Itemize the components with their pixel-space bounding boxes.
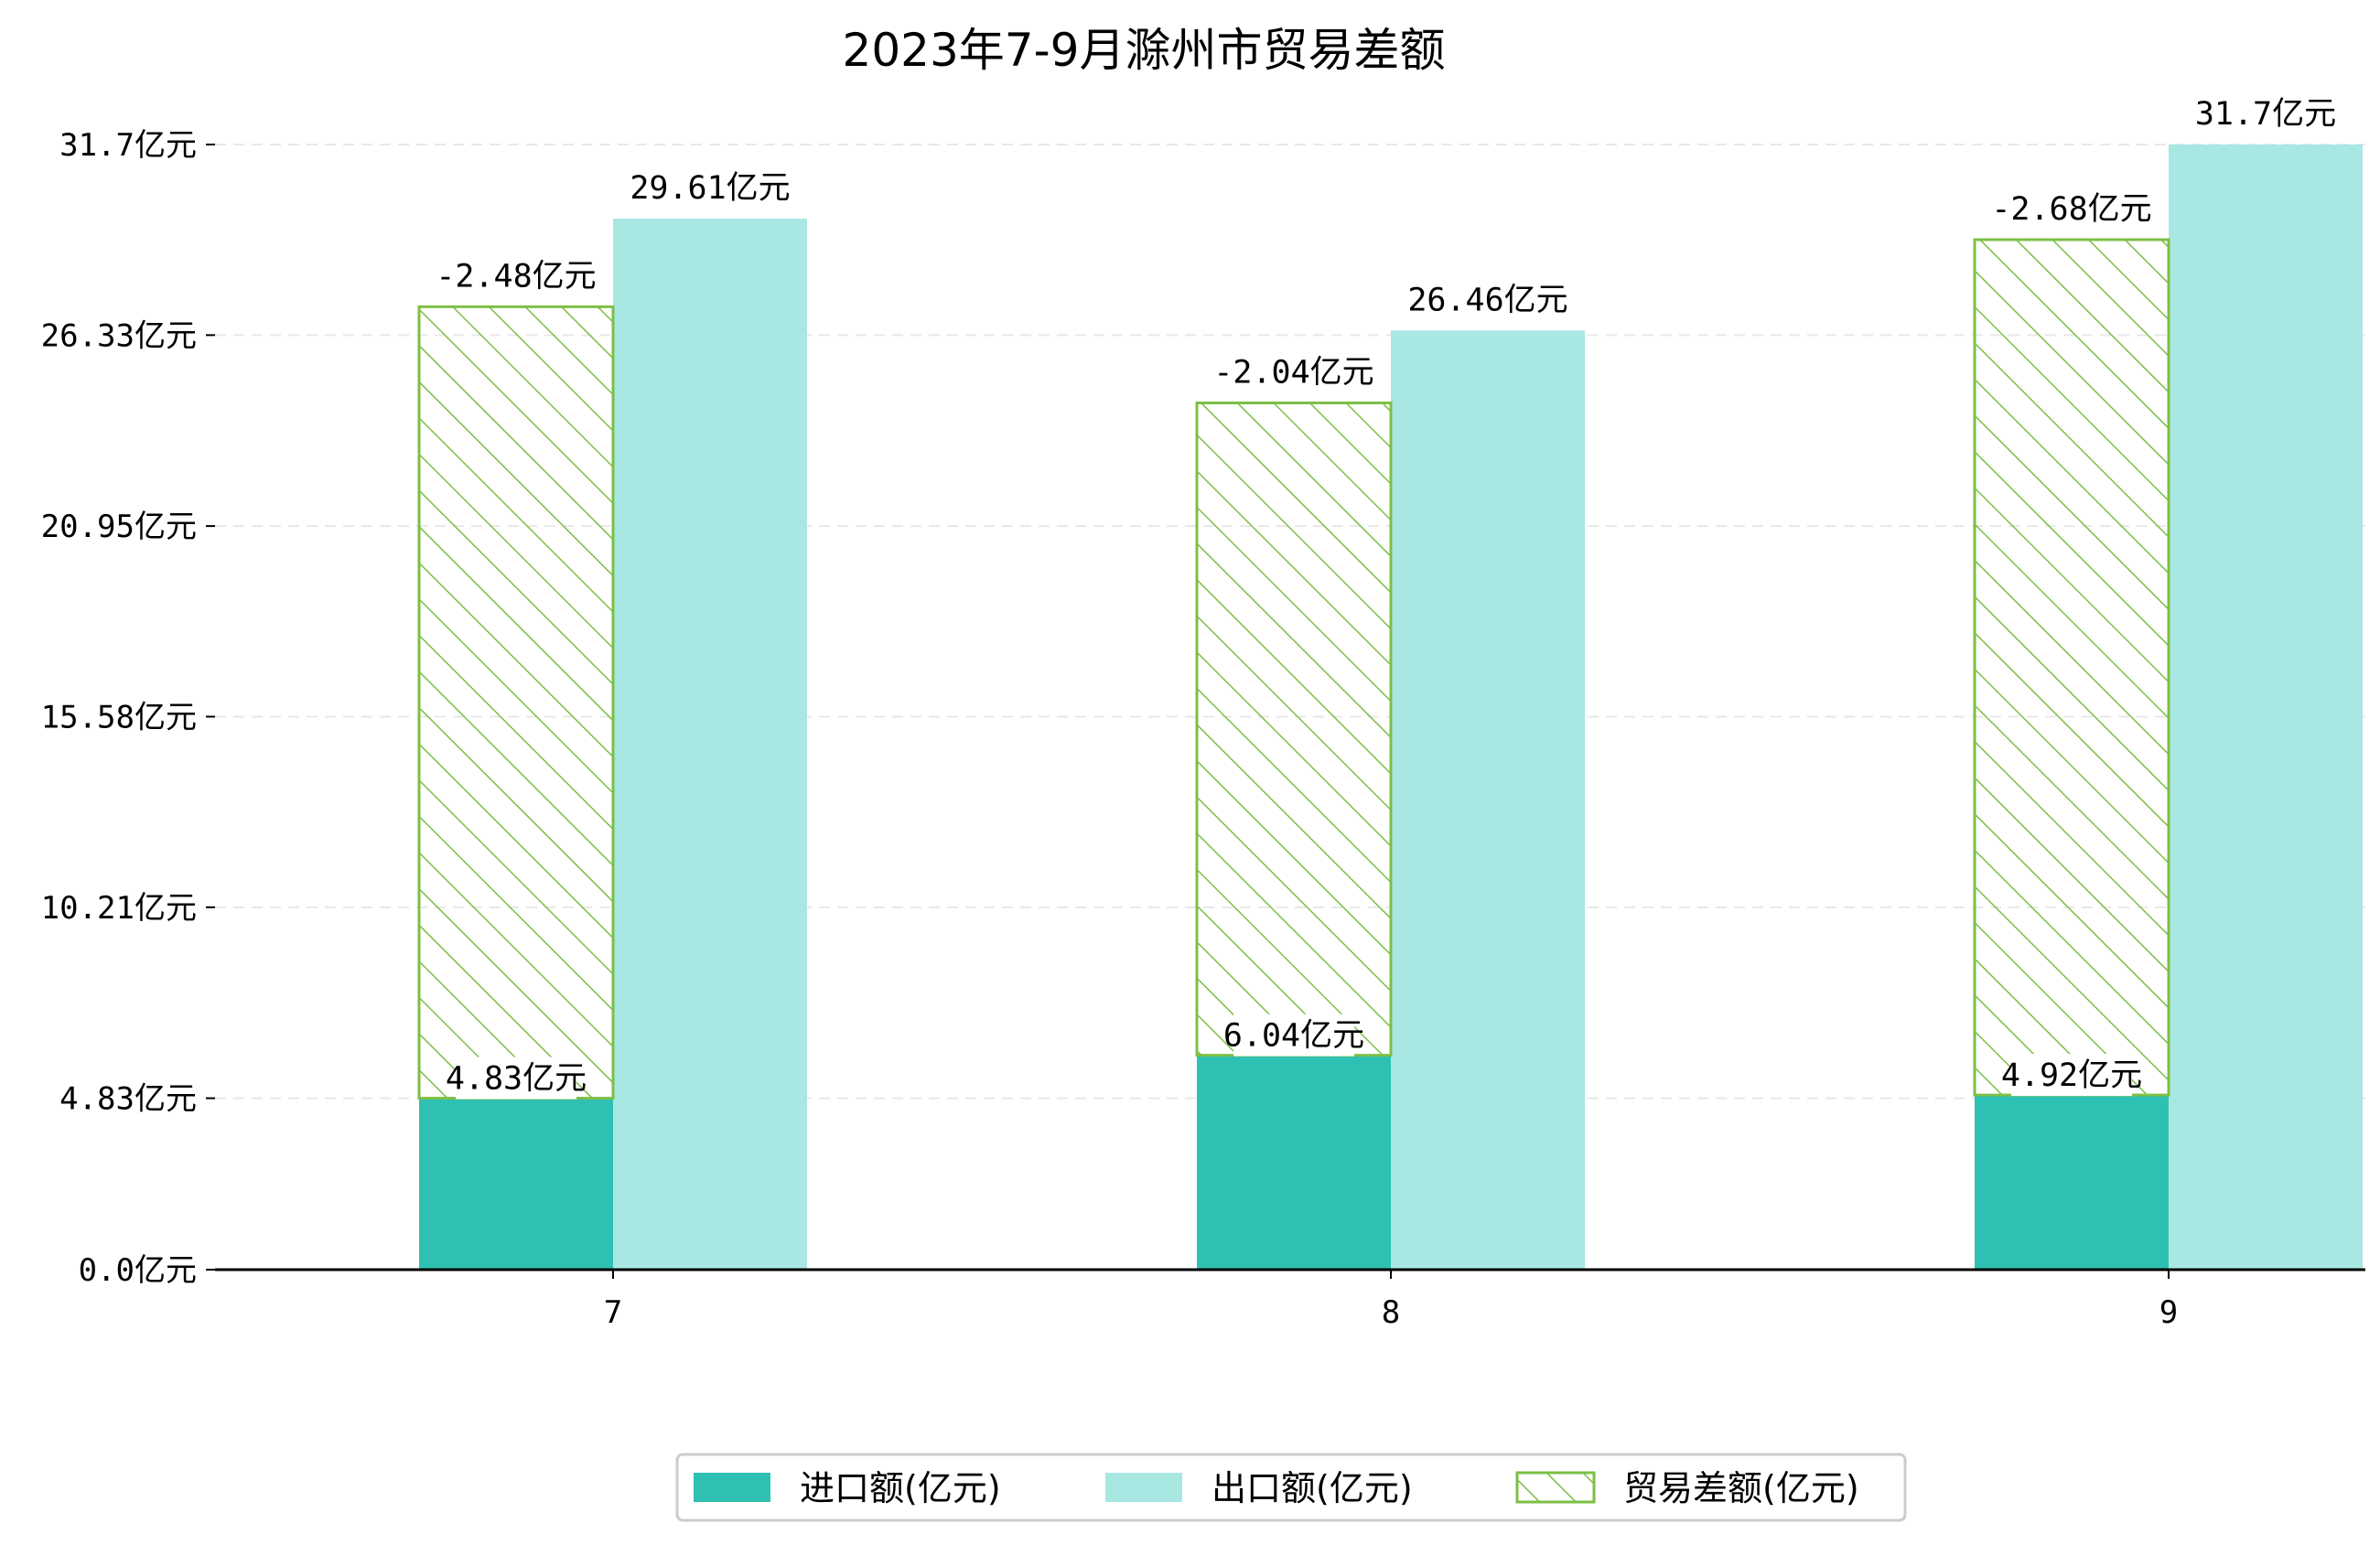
y-tick-label: 26.33亿元 <box>41 317 197 354</box>
import-value-label-bg <box>2011 1054 2132 1097</box>
legend-swatch <box>1515 1471 1596 1504</box>
legend-item[interactable]: 进口额(亿元) <box>694 1468 1001 1508</box>
chart-title: 2023年7-9月滁州市贸易差额 <box>843 24 1446 77</box>
y-tick-label: 4.83亿元 <box>59 1081 197 1118</box>
export-value-label-bg <box>641 166 780 209</box>
legend[interactable]: 进口额(亿元) 出口额(亿元) 贸易差额(亿元) <box>675 1453 1907 1522</box>
trade-balance-value-label-bg <box>2002 187 2141 230</box>
legend-label: 出口额(亿元) <box>1212 1468 1413 1508</box>
import-bar <box>1197 1055 1391 1270</box>
import-value-label: 4.92亿元 <box>2001 1057 2142 1094</box>
data-labels: 4.83亿元 29.61亿元 -2.48亿元 6.04亿元 26.46亿元 -2.04亿元… <box>436 92 2336 1100</box>
trade-balance-bar <box>1195 401 1393 1057</box>
legend-frame <box>675 1453 1907 1522</box>
trade-balance-bar <box>1973 238 2170 1097</box>
export-value-label: 29.61亿元 <box>630 170 790 207</box>
x-tick-label: 9 <box>2159 1294 2178 1331</box>
export-value-label: 26.46亿元 <box>1407 282 1567 318</box>
export-bar <box>2169 145 2363 1270</box>
x-tick-label: 7 <box>604 1294 622 1331</box>
import-value-label-bg <box>1233 1014 1354 1057</box>
trade-balance-bar <box>417 305 615 1100</box>
export-bar <box>1391 330 1585 1270</box>
import-value-label: 4.83亿元 <box>446 1061 587 1098</box>
trade-balance-value-label-bg <box>1224 350 1363 393</box>
export-value-label-bg <box>2205 92 2326 134</box>
y-tick-label: 31.7亿元 <box>59 127 197 164</box>
trade-balance-value-label-bg <box>447 254 586 297</box>
y-tick-label: 10.21亿元 <box>41 890 197 927</box>
import-bar <box>419 1098 613 1270</box>
legend-label: 贸易差额(亿元) <box>1623 1468 1859 1508</box>
bars <box>417 145 2363 1271</box>
legend-item[interactable]: 出口额(亿元) <box>1105 1468 1413 1508</box>
legend-swatch <box>694 1473 770 1502</box>
legend-swatch <box>1105 1473 1182 1502</box>
legend-label: 进口额(亿元) <box>800 1468 1001 1508</box>
import-bar <box>1975 1095 2169 1270</box>
export-value-label-bg <box>1418 278 1557 321</box>
x-tick-label: 8 <box>1382 1294 1400 1331</box>
import-value-label-bg <box>456 1057 576 1100</box>
import-value-label: 6.04亿元 <box>1223 1018 1364 1055</box>
y-tick-label: 15.58亿元 <box>41 699 197 735</box>
y-tick-label: 0.0亿元 <box>79 1252 197 1289</box>
legend-item[interactable]: 贸易差额(亿元) <box>1515 1468 1859 1508</box>
trade-balance-value-label: -2.68亿元 <box>1991 191 2151 228</box>
trade-balance-value-label: -2.04亿元 <box>1213 354 1373 391</box>
trade-balance-value-label: -2.48亿元 <box>436 258 596 295</box>
y-tick-label: 20.95亿元 <box>41 509 197 545</box>
export-value-label: 31.7亿元 <box>2195 96 2336 133</box>
axes: 0.0亿元 4.83亿元 10.21亿元 15.58亿元 20.95亿元 26.33亿元 3… <box>41 127 2365 1331</box>
export-bar <box>613 219 807 1271</box>
